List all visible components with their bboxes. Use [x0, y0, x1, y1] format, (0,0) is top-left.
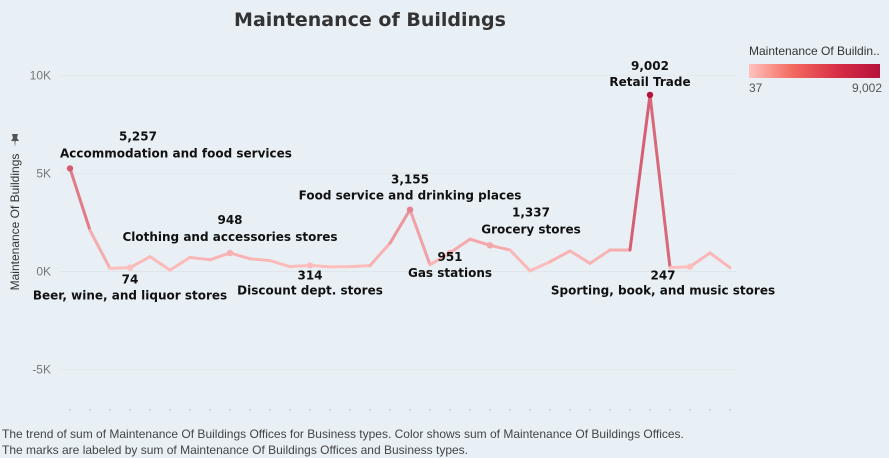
- series-segment[interactable]: [388, 208, 412, 245]
- series-segment[interactable]: [408, 208, 432, 267]
- gridlines: [60, 74, 736, 371]
- data-point[interactable]: [306, 262, 314, 269]
- series-segment[interactable]: [248, 257, 272, 263]
- series-segment[interactable]: [588, 248, 612, 265]
- series-segment[interactable]: [628, 93, 652, 252]
- data-label-value: 9,002: [631, 59, 669, 73]
- series-segment[interactable]: [708, 251, 732, 270]
- data-point[interactable]: [646, 91, 654, 99]
- data-label-value: 948: [217, 213, 242, 227]
- data-point[interactable]: [66, 165, 74, 172]
- series-segment[interactable]: [368, 241, 392, 268]
- series-segment[interactable]: [348, 264, 372, 269]
- chart-title: Maintenance of Buildings: [234, 9, 506, 31]
- series-segment[interactable]: [668, 265, 692, 270]
- data-label-value: 247: [650, 269, 675, 283]
- data-label-category: Clothing and accessories stores: [122, 230, 337, 244]
- data-label-category: Accommodation and food services: [60, 146, 292, 160]
- series-segment[interactable]: [288, 263, 312, 269]
- data-label-value: 1,337: [512, 205, 550, 219]
- legend-title: Maintenance Of Buildin..: [749, 44, 880, 58]
- data-label-category: Retail Trade: [609, 75, 690, 89]
- legend-max-label: 9,002: [851, 81, 882, 95]
- series-segment[interactable]: [428, 251, 452, 267]
- caption-line-1: The trend of sum of Maintenance Of Build…: [2, 427, 684, 441]
- data-label-value: 314: [297, 268, 322, 282]
- legend-min-label: 37: [749, 81, 763, 95]
- data-point[interactable]: [406, 206, 414, 213]
- caption-line-2: The marks are labeled by sum of Maintena…: [2, 443, 469, 457]
- series-segment[interactable]: [168, 255, 192, 272]
- series-segment[interactable]: [648, 93, 672, 270]
- data-label-value: 74: [122, 273, 139, 287]
- series-segment[interactable]: [268, 259, 292, 269]
- series-line[interactable]: [68, 93, 732, 273]
- y-tick-label: 0K: [36, 265, 51, 279]
- series-segment[interactable]: [448, 237, 472, 255]
- data-point[interactable]: [446, 249, 454, 257]
- y-axis: -5K 0K 5K 10K: [30, 68, 731, 411]
- y-tick-label: 10K: [30, 68, 51, 82]
- series-segment[interactable]: [308, 263, 332, 269]
- pin-icon[interactable]: [11, 134, 19, 147]
- plot-area: -5K 0K 5K 10K 5,257 Accommodation and food s…: [8, 59, 775, 411]
- series-segment[interactable]: [108, 266, 132, 270]
- y-tick-label: 5K: [36, 166, 51, 180]
- data-label-value: 3,155: [391, 173, 429, 187]
- y-axis-title: Maintenance Of Buildings: [8, 154, 22, 291]
- data-label-category: Gas stations: [408, 266, 492, 280]
- chart-caption: The trend of sum of Maintenance Of Build…: [2, 426, 882, 458]
- legend-range: 37 9,002: [749, 81, 882, 95]
- mark-labels: 5,257 Accommodation and food services 74 Be…: [33, 59, 775, 303]
- data-label-category: Beer, wine, and liquor stores: [33, 289, 227, 303]
- series-segment[interactable]: [688, 251, 712, 269]
- data-label-value: 5,257: [119, 129, 157, 143]
- legend-color-ramp: [749, 64, 880, 78]
- series-segment[interactable]: [148, 255, 172, 272]
- data-point[interactable]: [486, 242, 494, 249]
- series-points[interactable]: [66, 91, 694, 271]
- series-segment[interactable]: [468, 237, 492, 247]
- data-label-category: Sporting, book, and music stores: [551, 284, 775, 298]
- y-tick-label: -5K: [32, 363, 51, 377]
- series-segment[interactable]: [128, 255, 152, 270]
- series-segment[interactable]: [188, 255, 212, 262]
- color-legend[interactable]: Maintenance Of Buildin.. 37 9,002: [749, 44, 889, 95]
- series-segment[interactable]: [208, 251, 232, 262]
- data-point[interactable]: [686, 263, 694, 270]
- series-segment[interactable]: [528, 260, 552, 273]
- series-segment[interactable]: [88, 228, 112, 270]
- data-point[interactable]: [126, 264, 134, 271]
- data-point[interactable]: [226, 249, 234, 257]
- series-segment[interactable]: [568, 249, 592, 265]
- series-segment[interactable]: [228, 251, 252, 261]
- data-label-category: Food service and drinking places: [299, 189, 522, 203]
- series-segment[interactable]: [508, 248, 532, 273]
- data-label-category: Discount dept. stores: [237, 283, 383, 297]
- series-segment[interactable]: [68, 166, 92, 232]
- data-label-category: Grocery stores: [481, 222, 581, 236]
- series-segment[interactable]: [548, 249, 572, 264]
- data-label-value: 951: [437, 250, 462, 264]
- series-segment[interactable]: [488, 243, 512, 252]
